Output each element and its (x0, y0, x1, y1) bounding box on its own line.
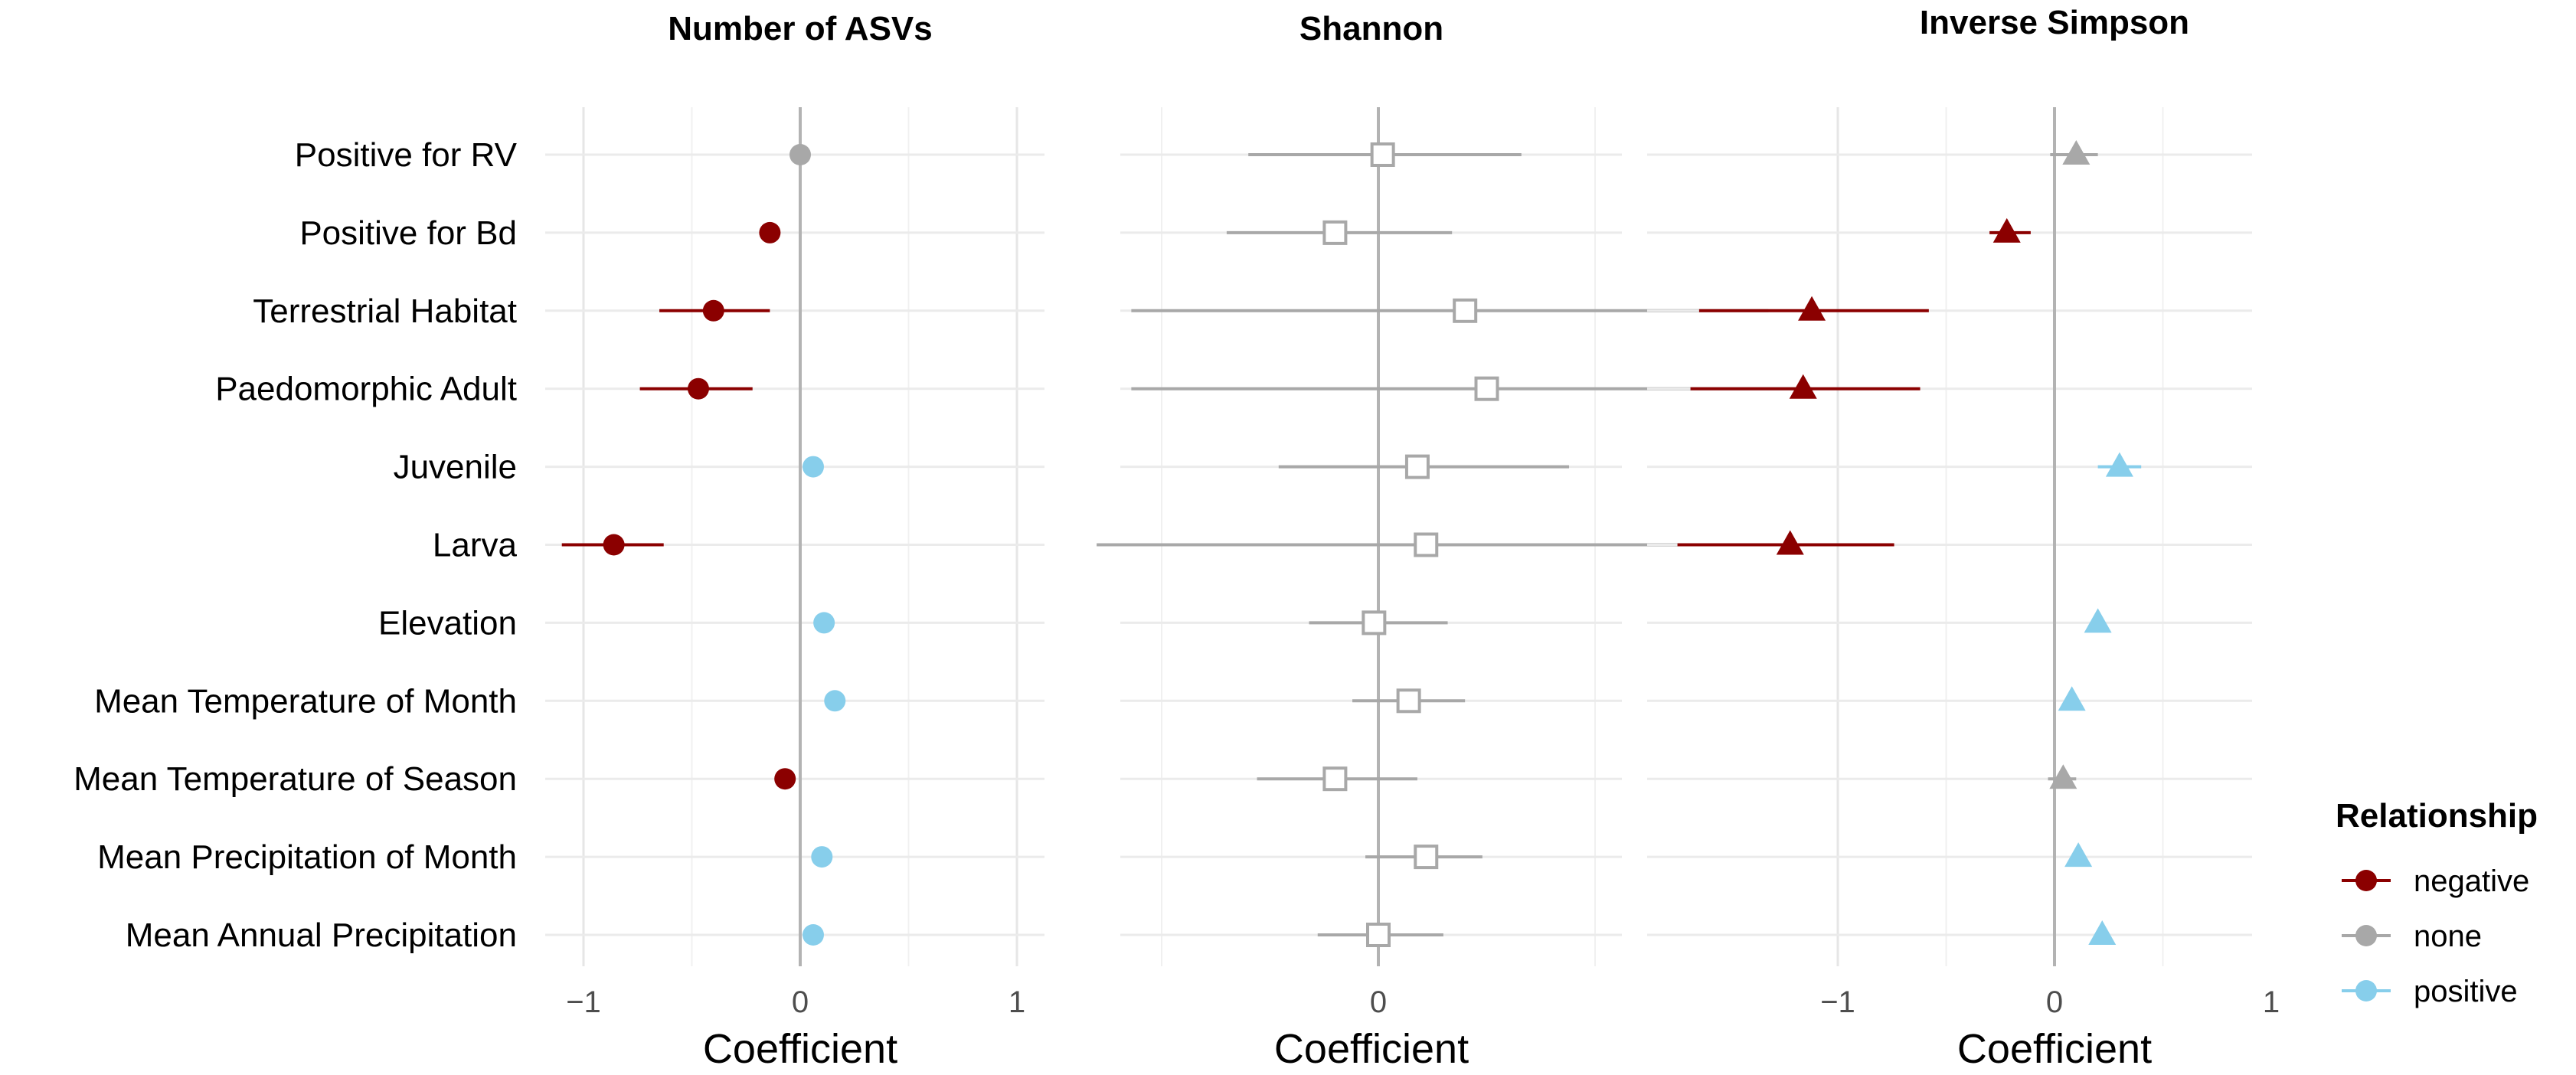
legend-key-point-negative (2355, 870, 2377, 891)
row-label-terrestrial-habitat: Terrestrial Habitat (253, 292, 517, 330)
point-mean-precipitation-of-month (1414, 845, 1439, 870)
point-elevation (2084, 608, 2112, 633)
row-label-elevation: Elevation (378, 604, 517, 642)
legend-key-point-positive (2355, 980, 2377, 1001)
x-tick-label: −1 (566, 985, 601, 1019)
point-elevation (813, 612, 835, 634)
x-tick-label: 0 (2046, 985, 2063, 1019)
row-label-mean-precipitation-of-month: Mean Precipitation of Month (97, 838, 517, 876)
row-label-positive-for-bd: Positive for Bd (299, 214, 517, 252)
row-label-mean-temperature-of-season: Mean Temperature of Season (74, 760, 517, 798)
point-mean-temperature-of-season (1322, 766, 1348, 792)
point-mean-temperature-of-season (2049, 764, 2077, 789)
point-terrestrial-habitat (1798, 296, 1826, 321)
point-mean-precipitation-of-month (811, 846, 833, 868)
point-terrestrial-habitat (702, 299, 724, 322)
x-axis-title: Coefficient (703, 1026, 897, 1072)
point-positive-for-bd (1322, 220, 1348, 245)
row-label-positive-for-rv: Positive for RV (295, 136, 518, 174)
panel-title: Number of ASVs (668, 10, 933, 47)
point-positive-for-rv (1370, 142, 1395, 167)
point-paedomorphic-adult (1474, 376, 1499, 401)
point-larva (1414, 532, 1439, 557)
legend: Relationship negative none positive (2336, 797, 2538, 1008)
point-mean-temperature-of-month (824, 690, 846, 712)
legend-key-point-none (2355, 925, 2377, 946)
point-mean-temperature-of-season (774, 768, 796, 790)
point-larva (603, 534, 625, 556)
point-paedomorphic-adult (1789, 374, 1817, 399)
legend-title: Relationship (2336, 797, 2538, 835)
legend-label-positive: positive (2414, 975, 2518, 1008)
row-label-mean-annual-precipitation: Mean Annual Precipitation (126, 917, 517, 954)
x-tick-label: 0 (1370, 985, 1387, 1019)
panel-inverse-simpson: Inverse Simpson −1 0 1 Coefficient (1647, 4, 2280, 1072)
point-positive-for-rv (2062, 140, 2091, 165)
x-tick-label: 1 (2263, 985, 2280, 1019)
point-juvenile (1404, 454, 1430, 479)
x-tick-label: 1 (1008, 985, 1025, 1019)
x-tick-label: 0 (792, 985, 809, 1019)
legend-label-negative: negative (2414, 864, 2529, 898)
panel-number-of-asvs: Number of ASVs −1 0 1 Coefficient (545, 10, 1044, 1072)
panel-title: Shannon (1299, 10, 1443, 47)
legend-label-none: none (2414, 920, 2482, 953)
row-label-paedomorphic-adult: Paedomorphic Adult (215, 371, 517, 408)
point-positive-for-bd (759, 221, 781, 243)
row-label-mean-temperature-of-month: Mean Temperature of Month (94, 682, 517, 720)
point-mean-annual-precipitation (2088, 920, 2117, 945)
x-axis-title: Coefficient (1957, 1026, 2152, 1072)
row-label-juvenile: Juvenile (394, 449, 517, 486)
point-positive-for-bd (1992, 217, 2021, 243)
panel-shannon: Shannon 0 Coefficient (1097, 10, 1812, 1072)
point-mean-annual-precipitation (1366, 923, 1391, 947)
point-mean-temperature-of-month (2058, 686, 2086, 711)
row-label-larva: Larva (433, 527, 518, 564)
point-mean-annual-precipitation (802, 924, 824, 946)
point-mean-precipitation-of-month (2064, 842, 2093, 868)
point-elevation (1362, 610, 1387, 636)
point-juvenile (802, 456, 824, 478)
point-mean-temperature-of-month (1396, 688, 1421, 714)
point-terrestrial-habitat (1453, 298, 1478, 323)
panel-title: Inverse Simpson (1920, 4, 2189, 41)
point-paedomorphic-adult (687, 377, 709, 400)
point-positive-for-rv (789, 144, 811, 165)
point-larva (1776, 530, 1804, 555)
point-juvenile (2105, 452, 2133, 477)
x-tick-label: −1 (1820, 985, 1855, 1019)
x-axis-title: Coefficient (1274, 1026, 1469, 1072)
